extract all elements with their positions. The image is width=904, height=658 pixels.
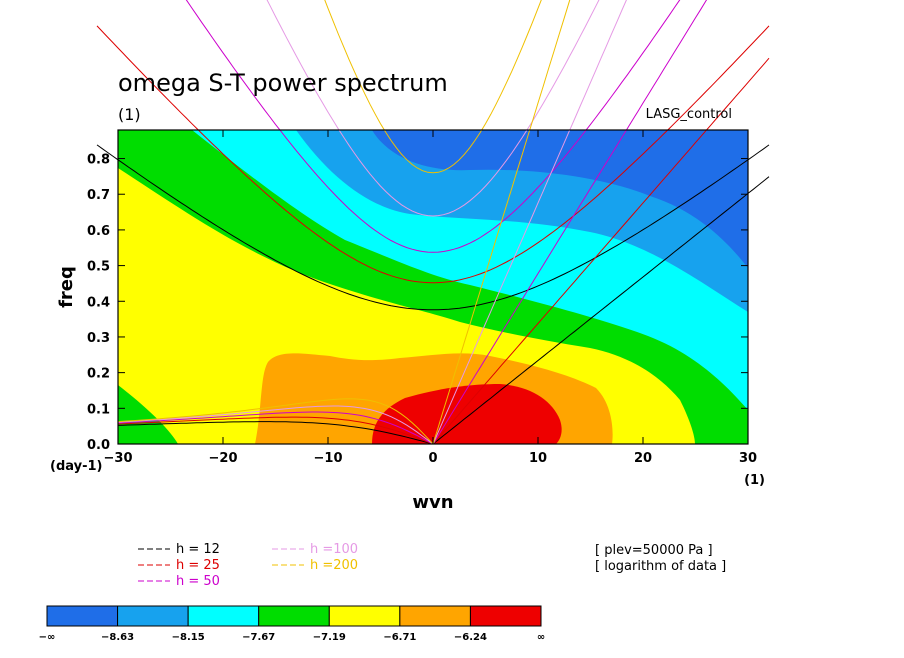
gravity-curve [96, 144, 770, 311]
legend-label: h =100 [310, 542, 358, 557]
x-tick-label: −30 [104, 451, 133, 466]
colorbar-swatch [258, 605, 330, 627]
colorbar-label: −8.63 [101, 632, 134, 643]
y-tick-label: 0.1 [87, 402, 110, 417]
colorbar-label: −7.67 [242, 632, 275, 643]
x-tick-label: 20 [634, 451, 652, 466]
chart-title: omega S-T power spectrum [118, 69, 448, 97]
gravity-curve [266, 0, 600, 217]
gravity-curve [324, 0, 542, 174]
y-axis-label: freq [56, 266, 77, 308]
colorbar-label: −6.71 [383, 632, 416, 643]
title-unit: (1) [118, 105, 141, 124]
rossby-curve [117, 405, 434, 445]
legend-label: h =200 [310, 558, 358, 573]
rossby-curve [117, 411, 434, 445]
experiment-label: LASG_control [646, 107, 732, 122]
kelvin-curve [432, 0, 708, 445]
y-tick-label: 0.6 [87, 224, 110, 239]
note-plev: [ plev=50000 Pa ] [595, 543, 713, 558]
legend-label: h = 12 [176, 542, 220, 557]
x-axis-label: wvn [412, 492, 453, 513]
y-tick-label: 0.0 [87, 438, 110, 453]
colorbar-label: −∞ [39, 632, 56, 643]
colorbar-label: −6.24 [454, 632, 487, 643]
x-unit-label: (1) [744, 473, 765, 488]
x-tick-label: 10 [529, 451, 547, 466]
kelvin-curve [432, 0, 627, 445]
y-tick-label: 0.3 [87, 331, 110, 346]
rossby-curve [117, 421, 434, 445]
x-tick-label: 0 [428, 451, 437, 466]
colorbar-swatch [328, 605, 401, 627]
colorbar-swatch [187, 605, 260, 627]
x-tick-label: −20 [209, 451, 238, 466]
y-tick-label: 0.5 [87, 260, 110, 275]
axes: −30 −20 −10 0 10 20 30 0.0 0.1 0.2 0.3 0.4 0.5 0.6 0.7… [87, 130, 757, 466]
colorbar-label: −7.19 [313, 632, 346, 643]
colorbar-swatch [117, 605, 189, 627]
y-tick-label: 0.8 [87, 153, 110, 168]
kelvin-curve [432, 0, 571, 445]
dispersion-curves [96, 0, 770, 445]
rossby-curve [117, 398, 434, 445]
kelvin-curve [432, 176, 770, 445]
colorbar-label: ∞ [537, 632, 545, 643]
kelvin-curve [432, 57, 770, 445]
legend-label: h = 25 [176, 558, 220, 573]
colorbar-label: −8.15 [172, 632, 205, 643]
colorbar-swatch [399, 605, 471, 627]
contour-fills [118, 130, 748, 444]
y-tick-label: 0.2 [87, 367, 110, 382]
y-tick-label: 0.4 [87, 295, 110, 310]
colorbar-swatch [46, 605, 119, 627]
note-log: [ logarithm of data ] [595, 559, 726, 574]
colorbar-swatch [469, 605, 542, 627]
gravity-curve [96, 25, 770, 284]
legend-label: h = 50 [176, 574, 220, 589]
rossby-curve [117, 416, 434, 445]
x-tick-label: −10 [314, 451, 343, 466]
x-tick-label: 30 [739, 451, 757, 466]
gravity-curve [185, 0, 681, 253]
y-tick-label: 0.7 [87, 188, 110, 203]
y-unit-label: (day-1) [50, 459, 102, 474]
colorbar: −∞ −8.63 −8.15 −7.67 −7.19 −6.71 −6.24 ∞ [39, 605, 545, 643]
